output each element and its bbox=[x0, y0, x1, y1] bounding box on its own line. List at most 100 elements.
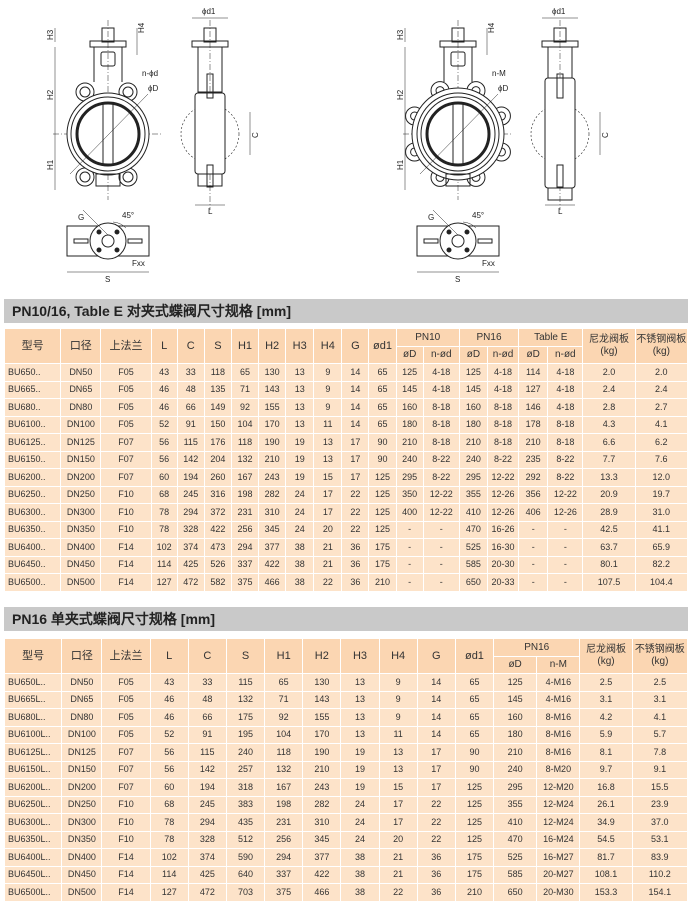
dim-label-h4: H4 bbox=[487, 22, 496, 33]
table-cell: 8-22 bbox=[422, 468, 460, 487]
table-cell: 125 bbox=[493, 673, 538, 692]
table-cell: 17 bbox=[416, 760, 456, 779]
table-cell: 8-18 bbox=[422, 433, 460, 452]
table-cell: 65 bbox=[454, 708, 495, 727]
table-cell: 65 bbox=[368, 363, 397, 382]
table-cell: 149 bbox=[203, 398, 232, 417]
table-cell: 9 bbox=[313, 363, 343, 382]
column-header: G bbox=[341, 328, 370, 364]
table-cell: 145 bbox=[493, 690, 538, 709]
table-row: BU6125L.. DN125 F07 56 115 240 118 190 19 13 17 90 2… bbox=[3, 743, 689, 762]
table-cell: 377 bbox=[302, 848, 342, 867]
table-cell: 210 bbox=[458, 433, 488, 452]
table-cell: 43 bbox=[149, 673, 189, 692]
table-cell: 83.9 bbox=[631, 848, 689, 867]
table-cell: 102 bbox=[149, 848, 189, 867]
table-cell: 24 bbox=[340, 795, 380, 814]
dim-label-l: L bbox=[558, 207, 563, 216]
table-cell: 78 bbox=[150, 520, 178, 539]
table-cell: 17 bbox=[341, 433, 370, 452]
table-cell: 63.7 bbox=[582, 538, 636, 557]
table-cell: 2.0 bbox=[582, 363, 636, 382]
table-cell: 473 bbox=[203, 538, 232, 557]
table-cell: F07 bbox=[100, 433, 152, 452]
table-cell: 4-M16 bbox=[536, 673, 581, 692]
table-cell: 19 bbox=[340, 743, 380, 762]
table-cell: 425 bbox=[176, 555, 205, 574]
table-cell: DN200 bbox=[61, 778, 103, 797]
table-cell: 590 bbox=[225, 848, 266, 867]
table-cell: 377 bbox=[258, 538, 287, 557]
table-cell: 56 bbox=[149, 760, 189, 779]
table-cell: 22 bbox=[416, 813, 456, 832]
table-cell: 4-M16 bbox=[536, 690, 581, 709]
table-cell: 153.3 bbox=[579, 883, 633, 902]
table-cell: 125 bbox=[395, 363, 424, 382]
table-cell: 425 bbox=[187, 865, 227, 884]
table-cell: 210 bbox=[454, 883, 495, 902]
table-cell: - bbox=[395, 555, 424, 574]
table-cell: 46 bbox=[149, 708, 189, 727]
table-cell: 4-18 bbox=[422, 363, 460, 382]
table-cell: 125 bbox=[454, 813, 495, 832]
column-header: H2 bbox=[302, 638, 342, 674]
table-cell: 16-26 bbox=[486, 520, 520, 539]
table-cell: 92 bbox=[230, 398, 260, 417]
table-cell: 115 bbox=[187, 743, 227, 762]
group-header: PN16 bbox=[493, 638, 581, 657]
table-cell: F07 bbox=[100, 468, 152, 487]
table-cell: 328 bbox=[176, 520, 205, 539]
table-cell: 118 bbox=[264, 743, 304, 762]
table-cell: 372 bbox=[203, 503, 232, 522]
table-cell: 525 bbox=[458, 538, 488, 557]
table-cell: 24 bbox=[285, 503, 315, 522]
table-cell: 6.2 bbox=[634, 433, 689, 452]
column-header: H1 bbox=[230, 328, 260, 364]
dim-label-g: G bbox=[78, 213, 84, 222]
table-cell: DN250 bbox=[61, 795, 103, 814]
column-header: G bbox=[416, 638, 456, 674]
table-cell: 38 bbox=[340, 865, 380, 884]
table-cell: DN350 bbox=[61, 830, 103, 849]
table-cell: 374 bbox=[187, 848, 227, 867]
table-cell: F10 bbox=[101, 813, 151, 832]
dim-label-angle: 45° bbox=[472, 211, 484, 220]
table-cell: 8-18 bbox=[486, 415, 520, 434]
table-row: BU6500.. DN500 F14 127 472 582 375 466 38 22 36 210… bbox=[3, 573, 689, 592]
table-cell: DN100 bbox=[61, 725, 103, 744]
table-row: BU6250.. DN250 F10 68 245 316 198 282 24 17 22 125 3… bbox=[3, 485, 689, 504]
table-cell: 4-18 bbox=[547, 380, 584, 399]
dim-label-d1: ϕd1 bbox=[202, 7, 216, 16]
table-cell: 180 bbox=[493, 725, 538, 744]
table-cell: 104 bbox=[264, 725, 304, 744]
table-cell: 383 bbox=[225, 795, 266, 814]
table-cell: 43 bbox=[150, 363, 178, 382]
table-cell: 37.0 bbox=[631, 813, 689, 832]
table-cell: 92 bbox=[264, 708, 304, 727]
table-cell: 13 bbox=[340, 708, 380, 727]
table-cell: 38 bbox=[285, 573, 315, 592]
table-cell: 125 bbox=[368, 485, 397, 504]
table-cell: 210 bbox=[368, 573, 397, 592]
table-cell: 466 bbox=[258, 573, 287, 592]
table-cell: 7.8 bbox=[631, 743, 689, 762]
table-cell: 4.2 bbox=[579, 708, 633, 727]
table-cell: F05 bbox=[100, 363, 152, 382]
table-cell: 65 bbox=[264, 673, 304, 692]
table-cell: - bbox=[395, 538, 424, 557]
table-cell: 345 bbox=[302, 830, 342, 849]
table-cell: 13 bbox=[340, 725, 380, 744]
table-cell: 14 bbox=[416, 725, 456, 744]
column-header: C bbox=[176, 328, 205, 364]
table-cell: BU6150.. bbox=[3, 450, 62, 469]
table-cell: 11 bbox=[313, 415, 343, 434]
table-cell: 472 bbox=[176, 573, 205, 592]
table-cell: 356 bbox=[518, 485, 549, 504]
table-cell: - bbox=[422, 520, 460, 539]
table-cell: 2.5 bbox=[579, 673, 633, 692]
table-cell: 12-M24 bbox=[536, 813, 581, 832]
table-cell: 194 bbox=[187, 778, 227, 797]
column-header: S bbox=[203, 328, 232, 364]
table-cell: 525 bbox=[493, 848, 538, 867]
